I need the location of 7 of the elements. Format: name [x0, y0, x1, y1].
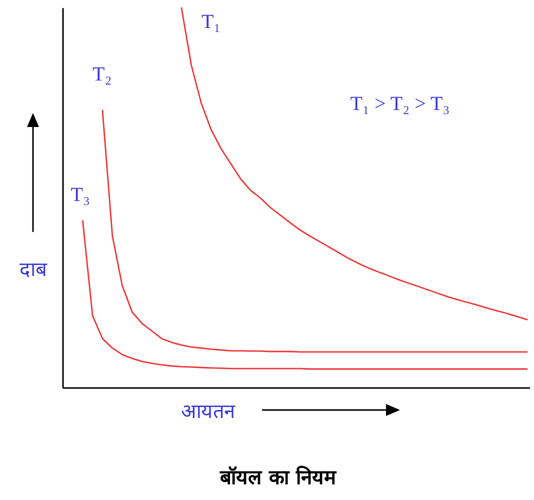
annotation: T₁ > T₂ > T₃ [350, 93, 450, 115]
text: बॉयल का नियम [219, 465, 337, 489]
y-axis-title: दाब [20, 257, 48, 281]
x-axis-title: आयतन [181, 399, 236, 423]
series-label: T₃ [70, 184, 90, 206]
series-label: T₂ [92, 64, 112, 86]
series-label: T₁ [201, 11, 221, 33]
